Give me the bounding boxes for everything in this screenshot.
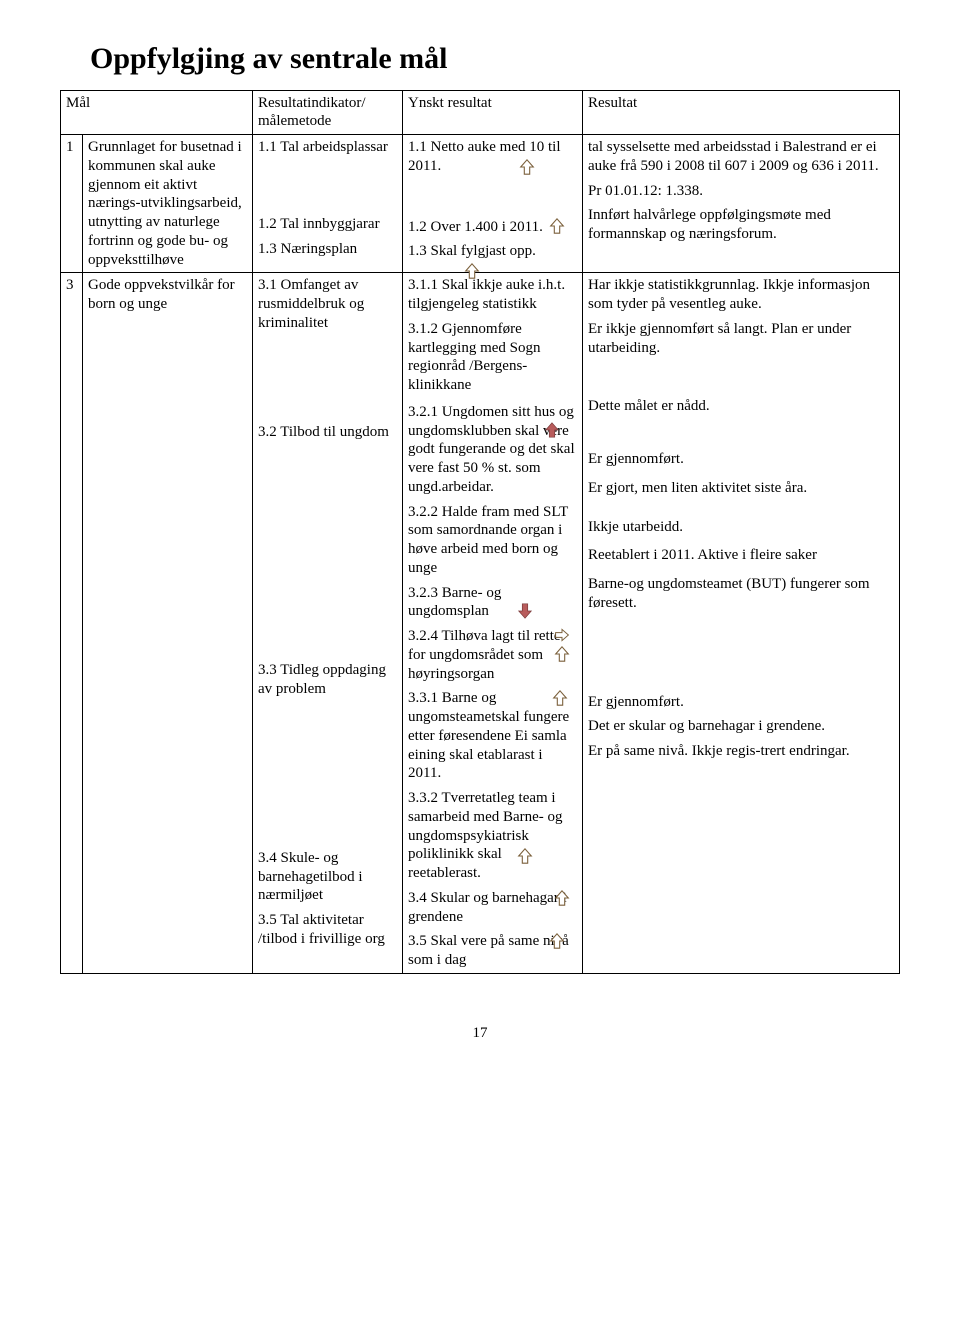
result-text: Dette målet er nådd. bbox=[588, 397, 894, 416]
wanted-text: 3.5 Skal vere på same nivå som i dag bbox=[408, 932, 577, 970]
result-cell: Har ikkje statistikkgrunnlag. Ikkje info… bbox=[583, 273, 900, 974]
arrow-right-icon bbox=[553, 627, 571, 643]
arrow-up-icon bbox=[548, 217, 566, 235]
result-text: Er gjennomført. bbox=[588, 450, 894, 469]
result-text: tal sysselsette med arbeidsstad i Balest… bbox=[588, 138, 894, 176]
goal-cell: Gode oppvekstvilkår for born og unge bbox=[83, 273, 253, 974]
table-row: 3 Gode oppvekstvilkår for born og unge 3… bbox=[61, 273, 900, 974]
result-text: Innført halvårlege oppfølgingsmøte med f… bbox=[588, 206, 894, 244]
result-text: Ikkje utarbeidd. bbox=[588, 518, 894, 537]
col-result: Resultat bbox=[583, 90, 900, 135]
result-text: Pr 01.01.12: 1.338. bbox=[588, 182, 894, 201]
wanted-text: 3.2.3 Barne- og ungdomsplan bbox=[408, 584, 577, 622]
result-text: Er ikkje gjennomført så langt. Plan er u… bbox=[588, 320, 894, 358]
arrow-down-icon bbox=[516, 602, 534, 620]
wanted-text: 3.2.2 Halde fram med SLT som samordnande… bbox=[408, 503, 577, 578]
arrow-up-icon bbox=[518, 158, 536, 176]
indicator-text: 3.5 Tal aktivitetar /tilbod i frivillige… bbox=[258, 911, 397, 949]
indicator-text: 3.2 Tilbod til ungdom bbox=[258, 423, 397, 442]
page-number: 17 bbox=[60, 1024, 900, 1043]
result-text: Det er skular og barnehagar i grendene. bbox=[588, 717, 894, 736]
arrow-up-icon bbox=[553, 889, 571, 907]
wanted-text: 3.1.1 Skal ikkje auke i.h.t. tilgjengele… bbox=[408, 276, 577, 314]
wanted-text: 3.1.2 Gjennomføre kartlegging med Sogn r… bbox=[408, 320, 577, 395]
result-text: Er på same nivå. Ikkje regis-trert endri… bbox=[588, 742, 894, 761]
result-cell: tal sysselsette med arbeidsstad i Balest… bbox=[583, 135, 900, 273]
result-text: Er gjennomført. bbox=[588, 693, 894, 712]
col-goal: Mål bbox=[61, 90, 253, 135]
arrow-up-icon bbox=[543, 421, 561, 439]
wanted-text: 1.1 Netto auke med 10 til 2011. bbox=[408, 138, 577, 176]
wanted-text: 3.2.1 Ungdomen sitt hus og ungdomsklubbe… bbox=[408, 403, 577, 497]
goals-table: Mål Resultatindikator/ målemetode Ynskt … bbox=[60, 90, 900, 974]
col-indicator: Resultatindikator/ målemetode bbox=[253, 90, 403, 135]
result-text: Er gjort, men liten aktivitet siste åra. bbox=[588, 479, 894, 498]
indicator-text: 1.1 Tal arbeidsplassar bbox=[258, 138, 397, 157]
arrow-up-icon bbox=[551, 689, 569, 707]
page-title: Oppfylgjing av sentrale mål bbox=[90, 40, 900, 78]
result-text: Barne-og ungdomsteamet (BUT) fungerer so… bbox=[588, 575, 894, 613]
wanted-text: 1.3 Skal fylgjast opp. bbox=[408, 242, 577, 261]
result-text: Har ikkje statistikkgrunnlag. Ikkje info… bbox=[588, 276, 894, 314]
wanted-text: 1.2 Over 1.400 i 2011. bbox=[408, 218, 577, 237]
wanted-text: 3.4 Skular og barnehagar i grendene bbox=[408, 889, 577, 927]
arrow-up-icon bbox=[553, 645, 571, 663]
indicator-cell: 1.1 Tal arbeidsplassar 1.2 Tal innbyggja… bbox=[253, 135, 403, 273]
indicator-text: 1.3 Næringsplan bbox=[258, 240, 397, 259]
table-header-row: Mål Resultatindikator/ målemetode Ynskt … bbox=[61, 90, 900, 135]
table-row: 1 Grunnlaget for busetnad i kommunen ska… bbox=[61, 135, 900, 273]
col-wanted: Ynskt resultat bbox=[403, 90, 583, 135]
result-text: Reetablert i 2011. Aktive i fleire saker bbox=[588, 546, 894, 565]
arrow-up-icon bbox=[516, 847, 534, 865]
indicator-cell: 3.1 Omfanget av rusmiddelbruk og krimina… bbox=[253, 273, 403, 974]
goal-cell: Grunnlaget for busetnad i kommunen skal … bbox=[83, 135, 253, 273]
wanted-cell: 1.1 Netto auke med 10 til 2011. 1.2 Over… bbox=[403, 135, 583, 273]
indicator-text: 3.3 Tidleg oppdaging av problem bbox=[258, 661, 397, 699]
wanted-text: 3.3.2 Tverretatleg team i samarbeid med … bbox=[408, 789, 577, 883]
wanted-text: 3.3.1 Barne og ungomsteametskal fungere … bbox=[408, 689, 577, 783]
indicator-text: 3.1 Omfanget av rusmiddelbruk og krimina… bbox=[258, 276, 397, 332]
indicator-text: 3.4 Skule- og barnehagetilbod i nærmiljø… bbox=[258, 849, 397, 905]
row-number: 3 bbox=[61, 273, 83, 974]
wanted-text: 3.2.4 Tilhøva lagt til rette for ungdoms… bbox=[408, 627, 577, 683]
arrow-up-icon bbox=[548, 932, 566, 950]
indicator-text: 1.2 Tal innbyggjarar bbox=[258, 215, 397, 234]
row-number: 1 bbox=[61, 135, 83, 273]
wanted-cell: 3.1.1 Skal ikkje auke i.h.t. tilgjengele… bbox=[403, 273, 583, 974]
